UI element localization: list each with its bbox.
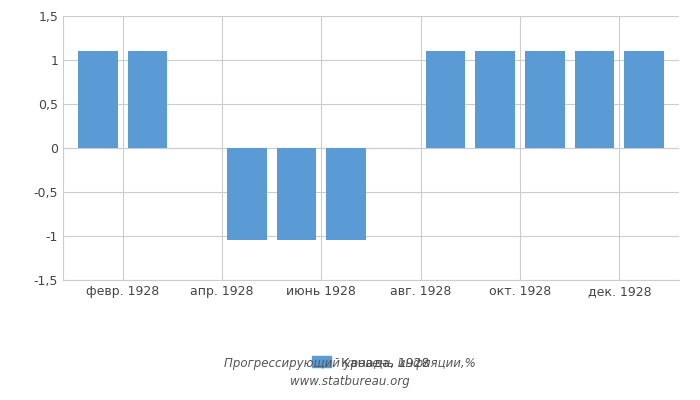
Bar (78, 51, 118, 148)
Bar (276, 148, 316, 240)
Bar (326, 148, 366, 240)
Bar (426, 51, 466, 148)
Bar (127, 51, 167, 148)
Bar (575, 51, 615, 148)
Legend: Канада, 1928: Канада, 1928 (307, 351, 435, 374)
Text: Прогрессирующий уровень инфляции,%: Прогрессирующий уровень инфляции,% (224, 358, 476, 370)
Text: www.statbureau.org: www.statbureau.org (290, 376, 410, 388)
Bar (525, 51, 565, 148)
Bar (624, 51, 664, 148)
Bar (475, 51, 515, 148)
Bar (227, 148, 267, 240)
